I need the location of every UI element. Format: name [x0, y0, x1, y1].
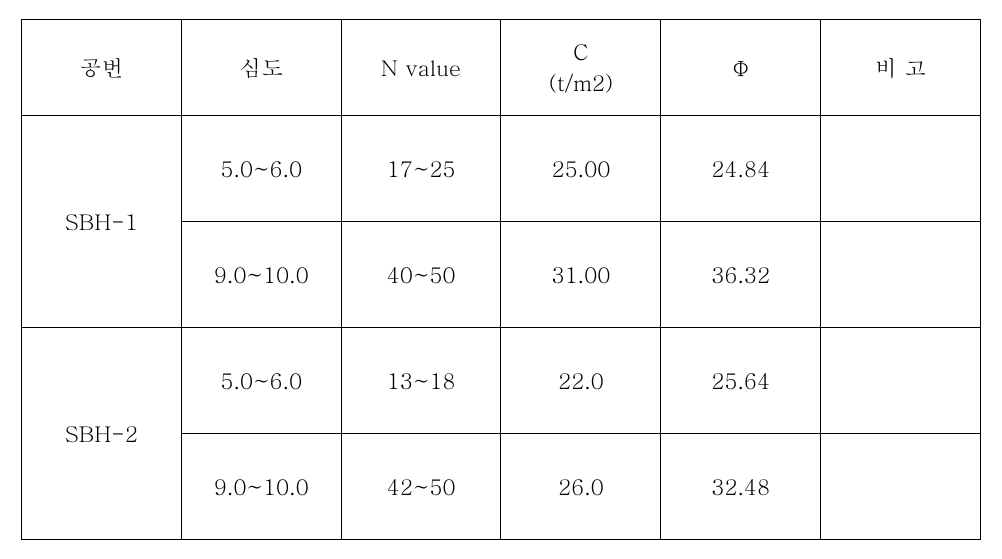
cell-phi: 25.64 — [661, 328, 821, 434]
header-simdo: 심도 — [181, 20, 341, 116]
cell-c: 22.0 — [501, 328, 661, 434]
header-row: 공번 심도 N value C (t/m2) Φ 비 고 — [22, 20, 981, 116]
cell-remark — [821, 434, 981, 540]
cell-nvalue: 13~18 — [341, 328, 501, 434]
table-row: SBH-1 5.0~6.0 17~25 25.00 24.84 — [22, 116, 981, 222]
cell-phi: 24.84 — [661, 116, 821, 222]
cell-depth: 5.0~6.0 — [181, 328, 341, 434]
cell-remark — [821, 222, 981, 328]
cell-remark — [821, 328, 981, 434]
cell-phi: 36.32 — [661, 222, 821, 328]
cell-depth: 9.0~10.0 — [181, 434, 341, 540]
header-c-line2: (t/m2) — [505, 68, 656, 99]
table-row: SBH-2 5.0~6.0 13~18 22.0 25.64 — [22, 328, 981, 434]
header-c: C (t/m2) — [501, 20, 661, 116]
group-label-2: SBH-2 — [22, 328, 182, 540]
data-table: 공번 심도 N value C (t/m2) Φ 비 고 SBH-1 5.0~6… — [21, 19, 981, 540]
cell-nvalue: 42~50 — [341, 434, 501, 540]
header-c-line1: C — [505, 37, 656, 68]
header-nvalue: N value — [341, 20, 501, 116]
cell-remark — [821, 116, 981, 222]
cell-depth: 5.0~6.0 — [181, 116, 341, 222]
group-label-1: SBH-1 — [22, 116, 182, 328]
cell-nvalue: 17~25 — [341, 116, 501, 222]
cell-c: 25.00 — [501, 116, 661, 222]
header-gongbeon: 공번 — [22, 20, 182, 116]
cell-nvalue: 40~50 — [341, 222, 501, 328]
header-bigo: 비 고 — [821, 20, 981, 116]
cell-phi: 32.48 — [661, 434, 821, 540]
cell-c: 26.0 — [501, 434, 661, 540]
cell-depth: 9.0~10.0 — [181, 222, 341, 328]
header-phi: Φ — [661, 20, 821, 116]
cell-c: 31.00 — [501, 222, 661, 328]
